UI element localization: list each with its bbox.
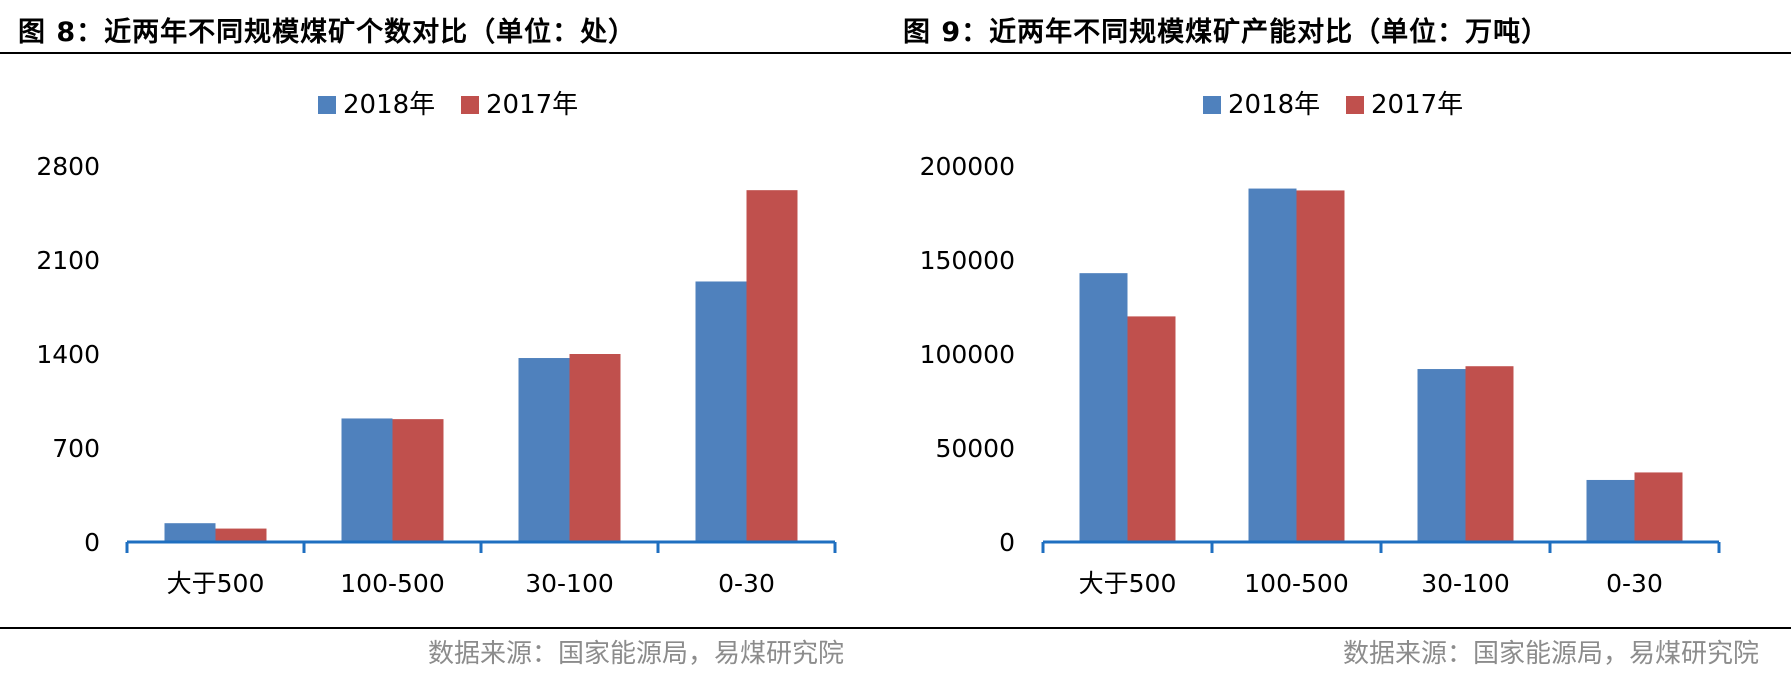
bar-2017	[1127, 316, 1176, 542]
x-tick-label: 30-100	[1421, 569, 1510, 598]
figure-8-title-rule	[0, 52, 885, 54]
bar-2018	[164, 523, 216, 542]
y-tick-label: 0	[84, 528, 100, 557]
bar-2017	[1465, 366, 1514, 542]
y-tick-label: 2800	[36, 152, 100, 181]
bar-2018	[1248, 188, 1297, 542]
legend-label-0: 2018年	[343, 90, 435, 120]
figure-9-title: 图 9：近两年不同规模煤矿产能对比（单位：万吨）	[903, 17, 1550, 48]
bar-2018	[518, 358, 570, 542]
legend-label-0: 2018年	[1228, 90, 1320, 120]
figure-9-chart: 2018年 2017年 0 50000 100000 150000 200000 大于500 1…	[920, 90, 1721, 598]
figure-9-bottom-rule	[885, 627, 1791, 629]
legend-label-1: 2017年	[486, 90, 578, 120]
y-tick-label: 200000	[920, 152, 1015, 181]
legend-label-1: 2017年	[1371, 90, 1463, 120]
figure-8-bottom-rule	[0, 627, 885, 629]
y-tick-label: 0	[999, 528, 1015, 557]
y-tick-label: 700	[52, 434, 100, 463]
x-tick-label: 30-100	[525, 569, 614, 598]
bar-2018	[1586, 479, 1635, 542]
y-tick-label: 2100	[36, 246, 100, 275]
bar-2017	[1634, 472, 1683, 542]
bar-2017	[215, 528, 267, 542]
bar-2018	[1417, 369, 1466, 542]
x-tick-label: 100-500	[340, 569, 444, 598]
x-tick-label: 0-30	[1606, 569, 1663, 598]
y-tick-label: 150000	[920, 246, 1015, 275]
legend-swatch-0	[318, 96, 336, 114]
bar-2018	[341, 418, 393, 542]
bar-2017	[392, 419, 444, 542]
bar-2018	[695, 281, 747, 542]
bar-2017	[746, 190, 798, 542]
bar-2017	[1296, 190, 1345, 542]
bar-2017	[569, 354, 621, 542]
bar-2018	[1079, 273, 1128, 542]
figure-8-chart: 2018年 2017年 0 700 1400 2100 2800 大于500 100-500 30…	[36, 90, 837, 598]
x-tick-label: 大于500	[167, 569, 265, 598]
figure-8-title: 图 8：近两年不同规模煤矿个数对比（单位：处）	[18, 17, 637, 48]
x-tick-label: 0-30	[718, 569, 775, 598]
y-tick-label: 100000	[920, 340, 1015, 369]
legend-swatch-1	[461, 96, 479, 114]
x-tick-label: 大于500	[1079, 569, 1177, 598]
figure-8-panel: 图 8：近两年不同规模煤矿个数对比（单位：处） 2018年 2017年 0 700 14…	[0, 0, 885, 683]
figure-9-source: 数据来源：国家能源局，易煤研究院	[1343, 639, 1760, 669]
x-tick-label: 100-500	[1244, 569, 1348, 598]
y-tick-label: 1400	[36, 340, 100, 369]
y-tick-label: 50000	[935, 434, 1015, 463]
figure-9-panel: 图 9：近两年不同规模煤矿产能对比（单位：万吨） 2018年 2017年 0 5000…	[885, 0, 1791, 683]
legend-swatch-1	[1346, 96, 1364, 114]
figure-8-source: 数据来源：国家能源局，易煤研究院	[428, 639, 845, 669]
legend-swatch-0	[1203, 96, 1221, 114]
figure-9-title-rule	[885, 52, 1791, 54]
